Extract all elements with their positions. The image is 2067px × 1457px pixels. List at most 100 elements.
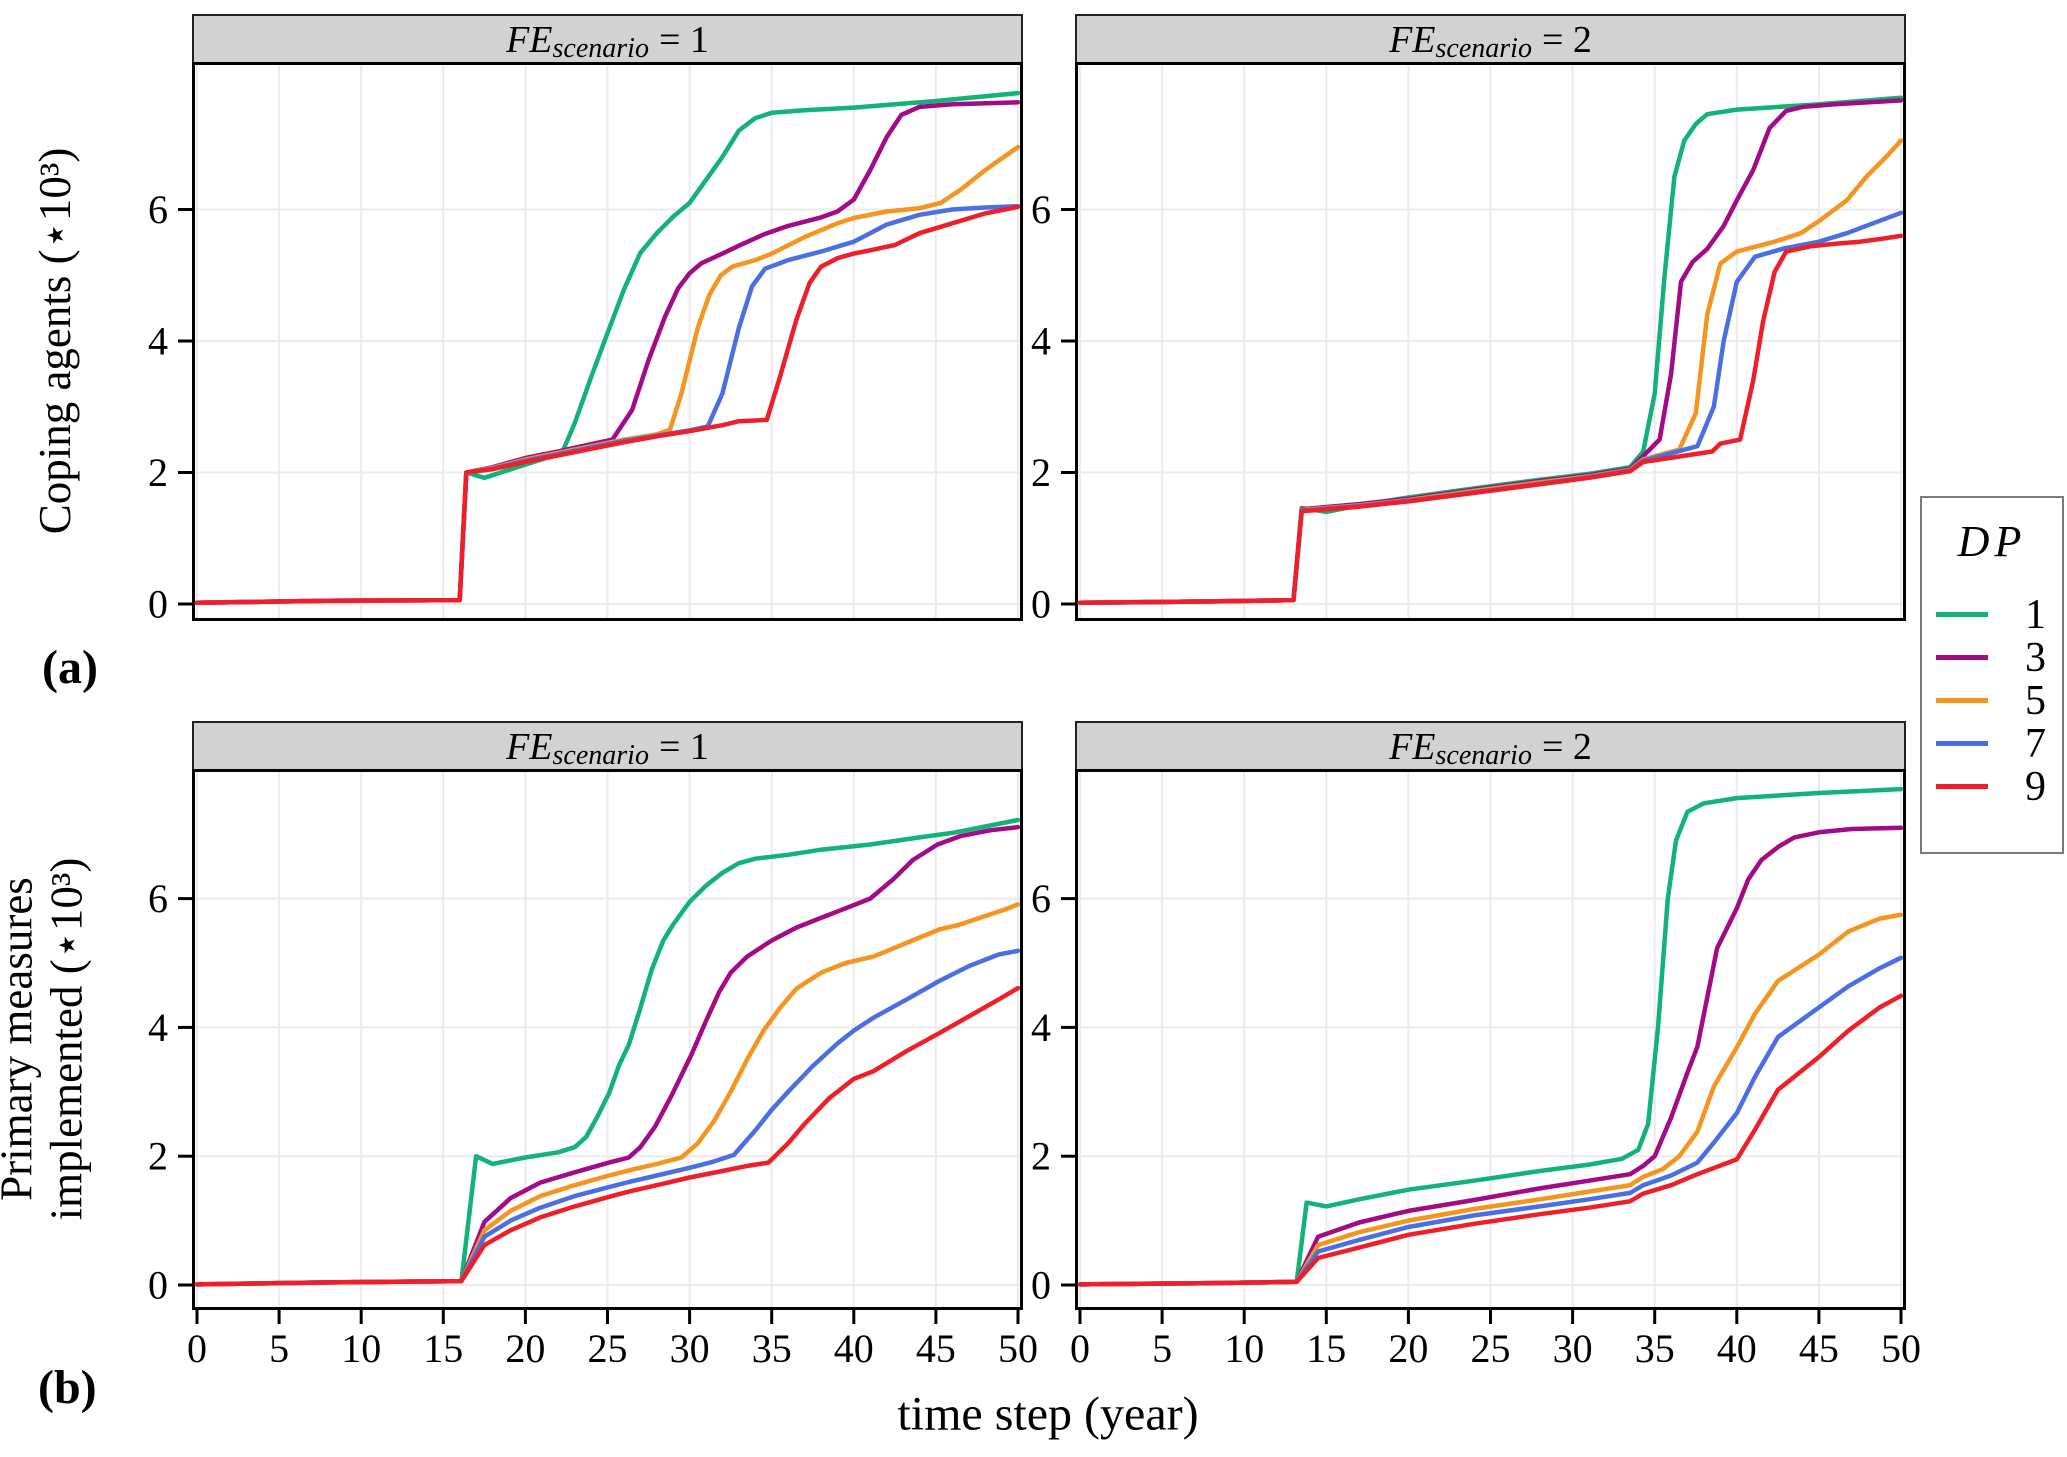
facet-panel-a2: 0 2 4 6: [1031, 62, 1906, 627]
strip-label-fe: FE: [1389, 725, 1436, 768]
x-tick-label: 35: [1635, 1326, 1675, 1371]
series-line-dp9: [1077, 233, 1904, 605]
x-tick-label: 10: [341, 1326, 381, 1371]
legend-line-swatch: [1936, 655, 1988, 660]
y-tick-label: 6: [148, 187, 168, 232]
facet-panel-b1: 0 2 4 6 0 5 10 15 20 25 30 35 40 45 50: [148, 769, 1038, 1371]
x-tick-label: 50: [1881, 1326, 1921, 1371]
facet-plot-a1: 0 2 4 6: [148, 65, 1021, 627]
legend-entry: 3: [1922, 634, 2062, 681]
y-tick-label: 4: [148, 1005, 168, 1050]
y-tick-label: 2: [148, 1134, 168, 1179]
x-tick-label: 0: [187, 1326, 207, 1371]
series-line-dp9: [194, 204, 1021, 605]
x-tick-label: 5: [1152, 1326, 1172, 1371]
legend-line-swatch: [1936, 784, 1988, 789]
series-line-dp7: [194, 948, 1021, 1287]
strip-label-value: = 2: [1541, 725, 1592, 768]
legend-entry: 5: [1922, 677, 2062, 724]
x-tick-label: 25: [588, 1326, 628, 1371]
facet-strip-b2: FE scenario = 2: [1075, 721, 1906, 772]
panel-label-a: (a): [42, 641, 98, 694]
series-line-dp1: [194, 90, 1021, 605]
facet-strip-a1: FE scenario = 1: [192, 14, 1023, 65]
series-line-dp9: [194, 985, 1021, 1287]
strip-label-fe: FE: [1389, 18, 1436, 61]
series-line-dp1: [1077, 786, 1904, 1287]
strip-label-value: = 1: [658, 18, 709, 61]
strip-label-subscript: scenario: [1435, 739, 1532, 771]
legend-line-swatch: [1936, 612, 1988, 617]
y-tick-label: 6: [148, 876, 168, 921]
strip-label-fe: FE: [506, 725, 553, 768]
legend-entry: 9: [1922, 763, 2062, 810]
y-tick-label: 0: [148, 1263, 168, 1308]
facet-plot-b2: 0 2 4 6 0 5 10 15 20 25 30 35 40 45 50: [1031, 772, 1921, 1371]
legend-entry-label: 1: [2025, 591, 2046, 638]
y-tick-label: 6: [1031, 876, 1051, 921]
facet-strip-a2: FE scenario = 2: [1075, 14, 1906, 65]
y-tick-label: 4: [1031, 1005, 1051, 1050]
legend-title: DP: [1957, 517, 2027, 566]
y-axis-title-bottom-line2: implemented (⋆10³): [42, 857, 92, 1221]
facet-panel-b2: 0 2 4 6 0 5 10 15 20 25 30 35 40 45 50: [1031, 769, 1921, 1371]
strip-label-value: = 2: [1541, 18, 1592, 61]
series-line-dp3: [194, 824, 1021, 1287]
x-axis-title: time step (year): [897, 1387, 1199, 1441]
x-tick-label: 40: [1717, 1326, 1757, 1371]
y-tick-label: 4: [1031, 319, 1051, 364]
series-line-dp1: [194, 817, 1021, 1287]
x-tick-label: 30: [1553, 1326, 1593, 1371]
series-line-dp3: [1077, 825, 1904, 1287]
x-tick-label: 15: [1306, 1326, 1346, 1371]
facet-plot-b1: 0 2 4 6 0 5 10 15 20 25 30 35 40 45 50: [148, 772, 1038, 1371]
y-tick-label: 2: [1031, 1134, 1051, 1179]
x-tick-label: 15: [423, 1326, 463, 1371]
y-tick-label: 0: [1031, 582, 1051, 627]
x-tick-label: 20: [505, 1326, 545, 1371]
facet-plot-a2: 0 2 4 6: [1031, 65, 1904, 627]
legend-line-swatch: [1936, 741, 1988, 746]
y-axis-title-bottom-line1: Primary measures: [0, 877, 42, 1201]
panel-label-b: (b): [38, 1361, 97, 1414]
series-line-dp5: [194, 902, 1021, 1287]
legend-entry-label: 3: [2025, 634, 2046, 681]
series-line-dp5: [1077, 912, 1904, 1287]
x-tick-label: 35: [752, 1326, 792, 1371]
series-line-dp7: [1077, 955, 1904, 1287]
legend-entry-label: 7: [2025, 720, 2046, 767]
legend-entry-label: 9: [2025, 763, 2046, 810]
x-tick-label: 0: [1070, 1326, 1090, 1371]
strip-label-subscript: scenario: [552, 739, 649, 771]
strip-label-value: = 1: [658, 725, 709, 768]
y-axis-title-top: Coping agents (⋆10³): [29, 147, 80, 535]
x-tick-label: 45: [1799, 1326, 1839, 1371]
facet-panel-a1: 0 2 4 6: [148, 62, 1023, 627]
strip-label-subscript: scenario: [552, 32, 649, 64]
legend-entry-label: 5: [2025, 677, 2046, 724]
y-tick-label: 6: [1031, 187, 1051, 232]
legend-entry: 1: [1922, 591, 2062, 638]
x-tick-label: 25: [1471, 1326, 1511, 1371]
x-tick-label: 5: [269, 1326, 289, 1371]
y-tick-label: 2: [1031, 450, 1051, 495]
strip-label-subscript: scenario: [1435, 32, 1532, 64]
strip-label-fe: FE: [506, 18, 553, 61]
y-tick-label: 0: [148, 582, 168, 627]
legend-line-swatch: [1936, 698, 1988, 703]
y-tick-label: 2: [148, 450, 168, 495]
x-tick-label: 50: [998, 1326, 1038, 1371]
y-axis-title-bottom: Primary measures implemented (⋆10³): [0, 858, 92, 1221]
facet-strip-b1: FE scenario = 1: [192, 721, 1023, 772]
series-line-dp9: [1077, 993, 1904, 1287]
x-tick-label: 30: [670, 1326, 710, 1371]
x-tick-label: 10: [1224, 1326, 1264, 1371]
y-tick-label: 4: [148, 319, 168, 364]
y-tick-label: 0: [1031, 1263, 1051, 1308]
x-tick-label: 45: [916, 1326, 956, 1371]
legend-entry: 7: [1922, 720, 2062, 767]
x-tick-label: 40: [834, 1326, 874, 1371]
